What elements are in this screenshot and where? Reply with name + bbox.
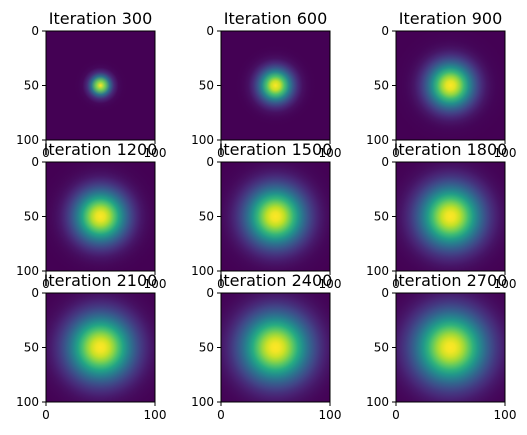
heatmap-image [396,31,505,140]
subplot-title: Iteration 2700 [394,271,508,290]
subplot-title: Iteration 1800 [394,140,508,159]
x-tick-label: 0 [217,408,225,422]
heatmap-image [46,31,155,140]
x-tick-label: 100 [494,408,517,422]
y-tick-label: 0 [381,286,389,300]
y-tick-label: 50 [24,210,39,224]
x-tick-label: 0 [392,277,400,291]
x-tick-label: 100 [144,277,167,291]
y-tick-label: 100 [16,395,39,409]
x-tick-label: 100 [144,408,167,422]
x-tick-label: 0 [42,408,50,422]
heatmap-image [221,293,330,402]
y-tick-label: 50 [199,210,214,224]
heatmap-image [46,293,155,402]
subplot-title: Iteration 1200 [44,140,158,159]
y-tick-label: 0 [31,286,39,300]
y-tick-label: 100 [366,264,389,278]
y-tick-label: 50 [199,341,214,355]
heatmap-image [221,31,330,140]
x-tick-label: 100 [319,408,342,422]
heatmap-image [396,162,505,271]
y-tick-label: 0 [381,24,389,38]
x-tick-label: 100 [144,146,167,160]
subplot-title: Iteration 900 [399,9,503,28]
heatmap-image [221,162,330,271]
y-tick-label: 0 [206,155,214,169]
y-tick-label: 100 [16,133,39,147]
x-tick-label: 100 [319,277,342,291]
y-tick-label: 50 [374,210,389,224]
x-tick-label: 100 [494,146,517,160]
x-tick-label: 0 [392,146,400,160]
y-tick-label: 0 [206,286,214,300]
x-tick-label: 100 [319,146,342,160]
y-tick-label: 50 [199,79,214,93]
x-tick-label: 0 [217,277,225,291]
y-tick-label: 0 [381,155,389,169]
y-tick-label: 50 [374,79,389,93]
y-tick-label: 0 [31,155,39,169]
y-tick-label: 100 [191,395,214,409]
heatmap-image [46,162,155,271]
heatmap-image [396,293,505,402]
y-tick-label: 100 [191,133,214,147]
x-tick-label: 100 [494,277,517,291]
x-tick-label: 0 [217,146,225,160]
y-tick-label: 100 [366,133,389,147]
subplot-title: Iteration 2400 [219,271,333,290]
subplot-title: Iteration 300 [49,9,153,28]
x-tick-label: 0 [42,146,50,160]
x-tick-label: 0 [392,408,400,422]
subplot-title: Iteration 600 [224,9,328,28]
x-tick-label: 0 [42,277,50,291]
y-tick-label: 50 [24,79,39,93]
subplot-title: Iteration 2100 [44,271,158,290]
y-tick-label: 0 [206,24,214,38]
y-tick-label: 0 [31,24,39,38]
y-tick-label: 50 [24,341,39,355]
y-tick-label: 50 [374,341,389,355]
y-tick-label: 100 [191,264,214,278]
y-tick-label: 100 [16,264,39,278]
subplot-title: Iteration 1500 [219,140,333,159]
y-tick-label: 100 [366,395,389,409]
